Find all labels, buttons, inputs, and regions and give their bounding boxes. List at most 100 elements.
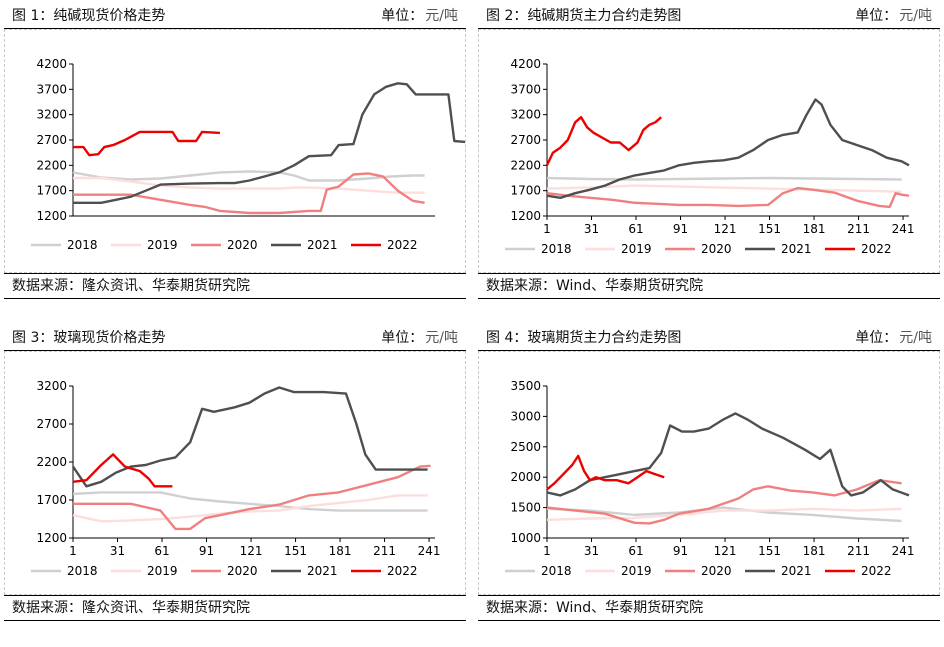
x-tick-label: 211 xyxy=(373,544,396,558)
x-tick-label: 31 xyxy=(110,544,125,558)
x-tick-label: 1 xyxy=(69,544,77,558)
unit-label: 单位： 元/吨 xyxy=(855,8,932,24)
chart-area: 1200 1700 2200 2700 3200 3700 4200 2018 2019 2020… xyxy=(4,29,466,273)
unit-value: 元/吨 xyxy=(425,330,458,346)
x-tick-label: 91 xyxy=(673,544,688,558)
legend-label-2019: 2019 xyxy=(621,564,652,578)
y-tick-label: 1200 xyxy=(36,209,67,223)
y-tick-label: 3700 xyxy=(510,82,541,96)
legend-label-2022: 2022 xyxy=(861,564,892,578)
series-line-2019 xyxy=(546,184,902,193)
legend-label-2018: 2018 xyxy=(67,238,98,252)
chart-source: 数据来源：隆众资讯、华泰期货研究院 xyxy=(4,595,466,621)
chart-header: 图 2：纯碱期货主力合约走势图 单位： 元/吨 xyxy=(478,4,940,29)
series-line-2020 xyxy=(546,478,902,525)
series-line-2020 xyxy=(73,172,425,215)
x-tick-label: 31 xyxy=(584,544,599,558)
y-tick-label: 3200 xyxy=(510,108,541,122)
line-chart: 1000 1500 2000 2500 3000 3500 1 31 61 91 121 151 181… xyxy=(505,379,915,578)
x-tick-label: 61 xyxy=(628,544,643,558)
legend-label-2020: 2020 xyxy=(227,564,258,578)
y-tick-label: 2200 xyxy=(510,158,541,172)
chart-source: 数据来源：Wind、华泰期货研究院 xyxy=(478,273,940,299)
x-tick-label: 181 xyxy=(803,544,826,558)
x-tick-label: 151 xyxy=(284,544,307,558)
unit-value: 元/吨 xyxy=(899,330,932,346)
unit-label: 单位： 元/吨 xyxy=(381,8,458,24)
series-line-2018 xyxy=(546,506,902,523)
y-tick-label: 2200 xyxy=(36,455,67,469)
line-chart: 1200 1700 2200 2700 3200 3700 4200 2018 2019 2020… xyxy=(31,57,465,252)
legend-label-2021: 2021 xyxy=(781,564,812,578)
x-tick-label: 1 xyxy=(543,544,551,558)
x-tick-label: 121 xyxy=(714,544,737,558)
x-tick-label: 151 xyxy=(758,222,781,236)
y-tick-label: 4200 xyxy=(36,57,67,71)
series-line-2019 xyxy=(72,494,428,523)
series-line-2020 xyxy=(73,464,431,531)
y-tick-label: 3200 xyxy=(36,108,67,122)
chart-area: 1200 1700 2200 2700 3200 1 31 61 91 121 151 181 211 2… xyxy=(4,351,466,595)
x-tick-label: 241 xyxy=(892,222,915,236)
legend-label-2022: 2022 xyxy=(387,238,418,252)
y-tick-label: 3700 xyxy=(36,82,67,96)
x-tick-label: 211 xyxy=(847,222,870,236)
chart-panel-1: 图 1：纯碱现货价格走势 单位： 元/吨 1200 1700 2200 2700 3200… xyxy=(4,4,466,310)
series-line-2021 xyxy=(73,82,465,205)
legend-label-2018: 2018 xyxy=(67,564,98,578)
y-tick-label: 2200 xyxy=(36,158,67,172)
line-chart: 1200 1700 2200 2700 3200 3700 4200 1 31 61 91 121 15… xyxy=(505,57,915,256)
chart-title: 图 4：玻璃期货主力合约走势图 xyxy=(486,330,682,346)
unit-label: 单位： 元/吨 xyxy=(855,330,932,346)
chart-source: 数据来源：Wind、华泰期货研究院 xyxy=(478,595,940,621)
series-line-2022 xyxy=(546,454,665,491)
x-tick-label: 91 xyxy=(199,544,214,558)
y-tick-label: 1500 xyxy=(510,501,541,515)
series-line-2021 xyxy=(546,412,910,497)
legend-label-2018: 2018 xyxy=(541,564,572,578)
series-line-2018 xyxy=(72,491,428,512)
chart-source: 数据来源：隆众资讯、华泰期货研究院 xyxy=(4,273,466,299)
chart-title: 图 2：纯碱期货主力合约走势图 xyxy=(486,8,682,24)
chart-panel-4: 图 4：玻璃期货主力合约走势图 单位： 元/吨 1000 1500 2000 2500 3… xyxy=(478,326,940,632)
chart-area: 1000 1500 2000 2500 3000 3500 1 31 61 91 121 151 181… xyxy=(478,351,940,595)
chart-panel-2: 图 2：纯碱期货主力合约走势图 单位： 元/吨 1200 1700 2200 2700 3… xyxy=(478,4,940,310)
x-tick-label: 121 xyxy=(240,544,263,558)
x-tick-label: 121 xyxy=(714,222,737,236)
legend-label-2020: 2020 xyxy=(701,242,732,256)
y-tick-label: 1200 xyxy=(36,531,67,545)
legend-label-2018: 2018 xyxy=(541,242,572,256)
x-tick-label: 61 xyxy=(628,222,643,236)
chart-area: 1200 1700 2200 2700 3200 3700 4200 1 31 61 91 121 15… xyxy=(478,29,940,273)
x-tick-label: 181 xyxy=(803,222,826,236)
series-line-2022 xyxy=(545,115,662,166)
y-tick-label: 2000 xyxy=(510,470,541,484)
line-chart: 1200 1700 2200 2700 3200 1 31 61 91 121 151 181 211 2… xyxy=(31,379,441,578)
x-tick-label: 1 xyxy=(543,222,551,236)
y-tick-label: 3000 xyxy=(510,409,541,423)
series-line-2022 xyxy=(73,130,220,157)
y-tick-label: 1200 xyxy=(510,209,541,223)
chart-header: 图 4：玻璃期货主力合约走势图 单位： 元/吨 xyxy=(478,326,940,351)
chart-title: 图 1：纯碱现货价格走势 xyxy=(12,8,166,24)
chart-title: 图 3：玻璃现货价格走势 xyxy=(12,330,166,346)
y-tick-label: 1700 xyxy=(36,493,67,507)
y-tick-label: 1700 xyxy=(36,184,67,198)
legend-label-2021: 2021 xyxy=(781,242,812,256)
chart-header: 图 1：纯碱现货价格走势 单位： 元/吨 xyxy=(4,4,466,29)
unit-label: 单位： 元/吨 xyxy=(381,330,458,346)
legend-label-2021: 2021 xyxy=(307,564,338,578)
series-line-2020 xyxy=(546,186,910,209)
y-tick-label: 3500 xyxy=(510,379,541,393)
x-tick-label: 241 xyxy=(892,544,915,558)
legend-label-2019: 2019 xyxy=(147,238,178,252)
x-tick-label: 91 xyxy=(673,222,688,236)
series-line-2018 xyxy=(72,170,425,182)
y-tick-label: 1000 xyxy=(510,531,541,545)
y-tick-label: 3200 xyxy=(36,379,67,393)
y-tick-label: 2700 xyxy=(36,417,67,431)
series-line-2021 xyxy=(72,386,428,488)
series-line-2018 xyxy=(546,176,902,181)
x-tick-label: 241 xyxy=(418,544,441,558)
series-line-2021 xyxy=(546,98,910,200)
